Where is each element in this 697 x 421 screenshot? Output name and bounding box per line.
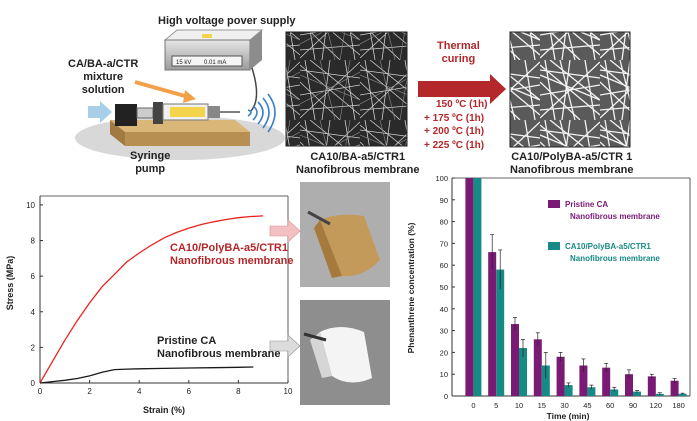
- phenanthrene-bar-chart: Phenanthrene concentration (%) Time (min…: [406, 174, 691, 421]
- bar-y-tick-label: 80: [440, 218, 448, 227]
- stress-x-tick-label: 10: [284, 387, 293, 396]
- membrane-sem-image-2: [509, 31, 631, 148]
- bar-x-tick-label: 90: [629, 401, 637, 410]
- bar-ylabel: Phenanthrene concentration (%): [406, 222, 416, 353]
- solution-arrow: [134, 80, 186, 98]
- legend-swatch: [548, 242, 560, 250]
- stress-y-tick-label: 0: [31, 379, 36, 388]
- bar-polyba: [541, 365, 550, 396]
- bar-y-tick-label: 50: [440, 283, 448, 292]
- bar-x-tick-label: 10: [515, 401, 523, 410]
- membrane-photo-pristine: [300, 300, 390, 405]
- process-schematic: 15 kV 0.01 mA: [75, 29, 631, 160]
- pump-label: Syringe pump: [130, 150, 171, 176]
- bar-x-tick-label: 15: [538, 401, 546, 410]
- legend-label: CA10/PolyBA-a5/CTR1: [565, 242, 651, 251]
- red-series-label: CA10/PolyBA-a5/CTR1 Nanofibrous membrane: [170, 242, 294, 268]
- membrane-sem-image-1: [285, 31, 408, 147]
- black-series-label: Pristine CA Nanofibrous membrane: [157, 335, 281, 361]
- membrane2-label: CA10/PolyBA-a5/CTR 1 Nanofibrous membran…: [510, 151, 634, 177]
- legend-swatch: [548, 200, 560, 208]
- stress-y-tick-label: 4: [31, 308, 36, 317]
- stress-curve-pristine: [39, 366, 254, 384]
- bar-x-tick-label: 0: [471, 401, 475, 410]
- stress-xlabel: Strain (%): [143, 405, 185, 415]
- stress-x-tick-label: 8: [236, 387, 241, 396]
- svg-text:0.01 mA: 0.01 mA: [204, 60, 226, 66]
- bar-x-tick-label: 30: [560, 401, 568, 410]
- legend-label: Nanofibrous membrane: [570, 254, 660, 263]
- bar-pristine: [465, 178, 474, 396]
- bar-polyba: [564, 385, 573, 396]
- bar-pristine: [670, 380, 679, 396]
- bar-polyba: [633, 391, 641, 396]
- stress-ylabel: Stress (MPa): [5, 256, 15, 311]
- bar-y-tick-label: 60: [440, 261, 448, 270]
- power-supply: 15 kV 0.01 mA: [163, 29, 264, 71]
- membrane-photo-polyba: [300, 182, 390, 287]
- bar-legend: Pristine CA Nanofibrous membrane CA10/Poly…: [548, 200, 660, 263]
- bar-polyba: [473, 178, 482, 396]
- curing-arrow: [418, 74, 506, 104]
- stress-y-tick-label: 10: [26, 201, 35, 210]
- membrane-photos: [269, 182, 390, 405]
- bar-x-tick-label: 180: [672, 401, 685, 410]
- curing-steps: 150 ºC (1h) + 175 ºC (1h) + 200 ºC (1h) …: [424, 99, 488, 151]
- bar-y-tick-label: 90: [440, 196, 448, 205]
- stress-curve-polyba: [39, 215, 264, 384]
- bar-x-tick-label: 120: [650, 401, 663, 410]
- bar-y-tick-label: 100: [435, 174, 448, 183]
- bar-x-tick-label: 5: [494, 401, 498, 410]
- bar-pristine: [647, 376, 656, 396]
- stress-y-tick-label: 2: [31, 343, 36, 352]
- bar-y-tick-label: 20: [440, 348, 448, 357]
- syringe-pump: [110, 120, 250, 146]
- bar-polyba: [678, 393, 687, 396]
- syringe: [115, 102, 240, 126]
- legend-label: Nanofibrous membrane: [570, 212, 660, 221]
- hv-wire: [249, 67, 258, 113]
- bar-y-tick-label: 70: [440, 239, 448, 248]
- electrospray-jet: [247, 93, 276, 133]
- bar-pristine: [625, 374, 633, 396]
- stress-strain-chart: Stress (MPa) Strain (%) 0 2 4 6 8 10 0 2 4 6 8 10: [5, 195, 293, 415]
- stress-y-tick-label: 6: [31, 272, 36, 281]
- bar-xlabel: Time (min): [547, 411, 590, 421]
- bar-polyba: [610, 389, 619, 396]
- bar-pristine: [579, 365, 588, 396]
- bar-polyba: [587, 387, 596, 396]
- bar-y-tick-label: 40: [440, 305, 448, 314]
- stress-x-tick-label: 4: [137, 387, 142, 396]
- bar-pristine: [488, 252, 497, 396]
- bar-polyba: [496, 269, 505, 396]
- bar-polyba: [519, 348, 527, 396]
- bar-x-tick-label: 60: [606, 401, 614, 410]
- bar-pristine: [511, 324, 519, 396]
- bar-x-tick-label: 45: [583, 401, 591, 410]
- bar-y-tick-label: 0: [444, 392, 448, 401]
- stress-x-tick-label: 6: [187, 387, 192, 396]
- stress-y-tick-label: 8: [31, 237, 36, 246]
- solution-label: CA/BA-a/CTR mixture solution: [68, 58, 139, 97]
- bar-y-tick-label: 30: [440, 327, 448, 336]
- curing-label: Thermal curing: [437, 40, 480, 66]
- bar-pristine: [602, 367, 611, 396]
- bar-y-tick-label: 10: [440, 370, 448, 379]
- stress-x-tick-label: 0: [38, 387, 43, 396]
- stress-x-tick-label: 2: [87, 387, 92, 396]
- bar-pristine: [556, 356, 565, 396]
- legend-label: Pristine CA: [565, 200, 608, 209]
- svg-text:15 kV: 15 kV: [176, 60, 191, 66]
- power-supply-label: High voltage pover supply: [158, 15, 296, 27]
- feed-arrow: [88, 101, 112, 123]
- membrane1-label: CA10/BA-a5/CTR1 Nanofibrous membrane: [296, 151, 420, 177]
- bar-pristine: [533, 339, 542, 396]
